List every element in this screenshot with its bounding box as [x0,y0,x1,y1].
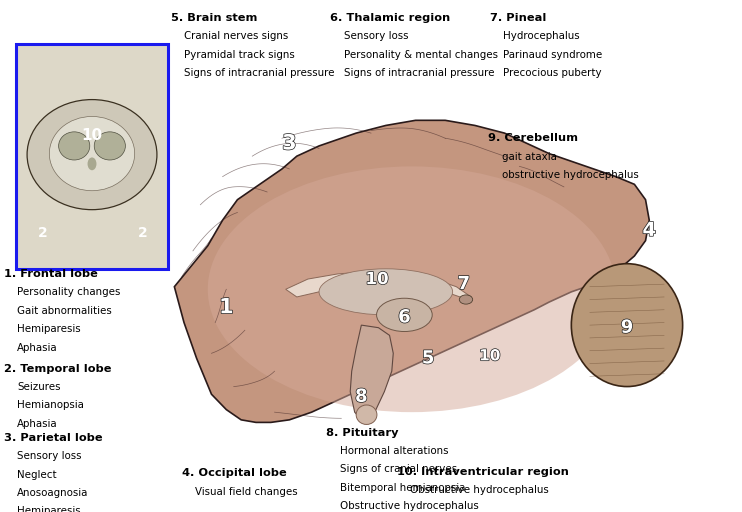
Text: Signs of cranial nerves: Signs of cranial nerves [340,464,457,475]
Text: Personality & mental changes: Personality & mental changes [344,50,498,60]
Ellipse shape [49,117,135,191]
Text: Obstructive hydrocephalus: Obstructive hydrocephalus [410,485,549,496]
Text: 3. Parietal lobe: 3. Parietal lobe [4,433,102,443]
Text: 4: 4 [643,221,656,240]
Text: 9. Cerebellum: 9. Cerebellum [488,133,578,143]
Ellipse shape [208,166,616,412]
Ellipse shape [377,298,433,332]
Text: 2. Temporal lobe: 2. Temporal lobe [4,364,111,374]
Text: 7. Pineal: 7. Pineal [490,13,546,23]
Text: 1: 1 [219,297,234,317]
Text: Hemiparesis: Hemiparesis [17,324,81,334]
Ellipse shape [459,295,473,304]
Ellipse shape [27,99,157,210]
Text: Cranial nerves signs: Cranial nerves signs [184,31,288,41]
Text: Pyramidal track signs: Pyramidal track signs [184,50,295,60]
Text: 1. Frontal lobe: 1. Frontal lobe [4,269,98,279]
Text: 10: 10 [479,348,500,364]
Text: Hemianopsia: Hemianopsia [17,400,84,411]
Text: 7: 7 [458,275,470,293]
Text: 10: 10 [82,128,102,143]
Text: 8. Pituitary: 8. Pituitary [326,428,399,438]
Text: 2: 2 [38,226,48,240]
Text: Hormonal alterations: Hormonal alterations [340,446,448,456]
Text: 5. Brain stem: 5. Brain stem [171,13,257,23]
Ellipse shape [88,158,96,170]
Text: Anosoagnosia: Anosoagnosia [17,488,88,498]
Polygon shape [350,325,393,422]
Text: Aphasia: Aphasia [17,419,58,429]
Text: 4. Occipital lobe: 4. Occipital lobe [182,468,286,479]
Ellipse shape [94,132,125,160]
Text: 3: 3 [282,133,297,154]
Text: Sensory loss: Sensory loss [17,451,82,461]
Text: Hydrocephalus: Hydrocephalus [503,31,580,41]
Text: Neglect: Neglect [17,470,56,480]
Ellipse shape [59,132,90,160]
Text: obstructive hydrocephalus: obstructive hydrocephalus [502,170,638,180]
Text: Seizures: Seizures [17,382,61,392]
Ellipse shape [356,405,377,424]
Text: Signs of intracranial pressure: Signs of intracranial pressure [184,68,335,78]
Text: Bitemporal hemianopsia: Bitemporal hemianopsia [340,483,465,493]
Text: Aphasia: Aphasia [17,343,58,353]
Text: Sensory loss: Sensory loss [344,31,408,41]
FancyBboxPatch shape [16,44,168,269]
Polygon shape [174,120,649,422]
Text: Obstructive hydrocephalus: Obstructive hydrocephalus [340,501,479,511]
Text: 10: 10 [366,270,388,288]
Text: Hemiparesis: Hemiparesis [17,506,81,512]
Ellipse shape [571,264,683,387]
Ellipse shape [319,269,453,315]
Text: Parinaud syndrome: Parinaud syndrome [503,50,603,60]
Text: 2: 2 [137,226,148,240]
Text: Visual field changes: Visual field changes [195,487,298,497]
Polygon shape [286,271,471,300]
Text: Gait abnormalities: Gait abnormalities [17,306,112,316]
Text: 6. Thalamic region: 6. Thalamic region [330,13,450,23]
Text: Personality changes: Personality changes [17,287,120,297]
Text: 9: 9 [621,318,633,337]
Text: Precocious puberty: Precocious puberty [503,68,602,78]
Text: 8: 8 [355,388,368,406]
Text: 6: 6 [398,308,410,327]
Text: gait ataxia: gait ataxia [502,152,556,162]
Text: 5: 5 [422,349,434,368]
Text: Signs of intracranial pressure: Signs of intracranial pressure [344,68,494,78]
Text: 10. Intraventricular region: 10. Intraventricular region [397,467,569,477]
